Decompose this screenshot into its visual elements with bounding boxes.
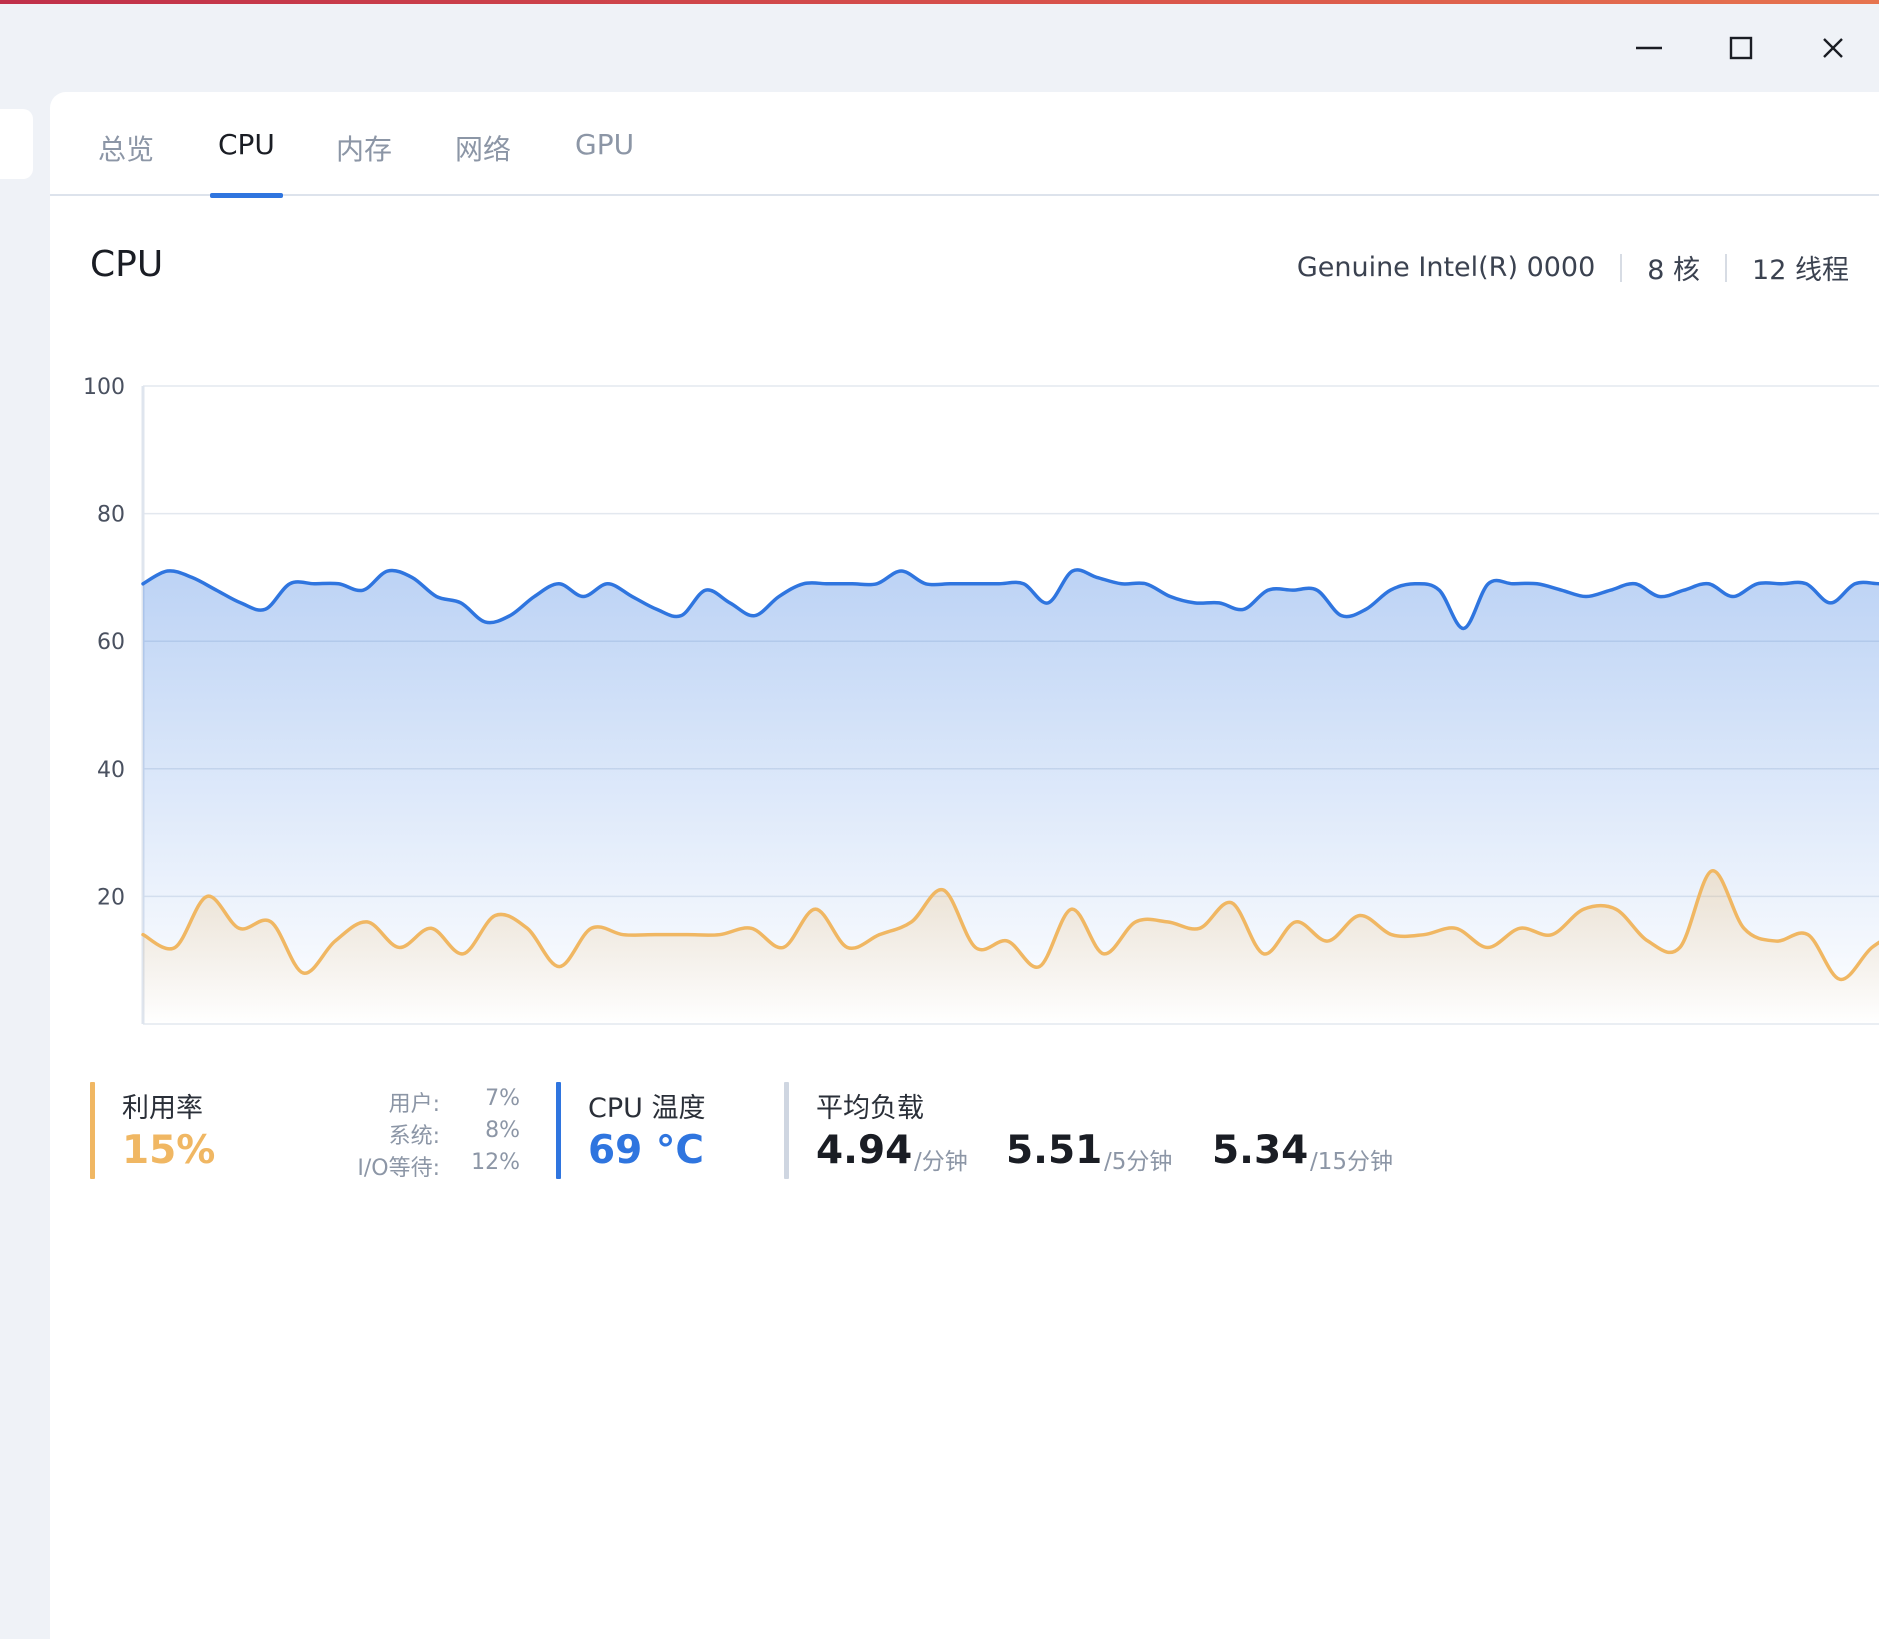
minimize-button[interactable] <box>1603 28 1695 68</box>
cpu-model: Genuine Intel(R) 0000 <box>1296 252 1596 283</box>
window-controls <box>1603 28 1879 68</box>
tab-label: 内存 <box>336 133 393 166</box>
temperature-stat: CPU 温度 69 °C <box>556 1082 756 1179</box>
load-average-stat: 平均负载 4.94 /分钟 5.51 /5分钟 5.34 /15分钟 <box>784 1082 1424 1179</box>
cpu-info: Genuine Intel(R) 0000 8 核 12 线程 <box>1297 248 1849 287</box>
tab-gpu[interactable]: GPU <box>575 128 634 196</box>
iowait-row: I/O等待: 12% <box>270 1150 520 1181</box>
load-1min-value: 4.94 <box>816 1128 913 1173</box>
minimize-icon <box>1636 46 1662 50</box>
y-tick-label: 80 <box>97 503 125 528</box>
load-5min-unit: /5分钟 <box>1104 1149 1173 1175</box>
close-icon <box>1823 38 1843 58</box>
utilization-accent <box>90 1082 95 1179</box>
window-top-accent <box>0 0 1879 4</box>
y-tick-label: 40 <box>97 758 125 783</box>
tab-label: GPU <box>575 128 635 161</box>
load-1min-unit: /分钟 <box>914 1149 968 1175</box>
maximize-button[interactable] <box>1695 28 1787 68</box>
load-15min-value: 5.34 <box>1212 1128 1309 1173</box>
tab-overview[interactable]: 总览 <box>98 128 154 196</box>
cpu-usage-chart: 100 80 60 40 20 <box>80 322 1879 1062</box>
chart-svg: 100 80 60 40 20 <box>83 375 1879 1025</box>
series-usage-area <box>143 569 1879 1024</box>
load-5min-value: 5.51 <box>1006 1128 1103 1173</box>
close-button[interactable] <box>1787 28 1879 68</box>
iowait-label: I/O等待: <box>357 1156 440 1181</box>
main-panel: 总览 CPU 内存 网络 GPU CPU Genuine Intel(R) 00… <box>50 92 1879 1639</box>
temperature-value: 69 °C <box>588 1128 704 1173</box>
tab-memory[interactable]: 内存 <box>336 128 392 196</box>
system-label: 系统: <box>388 1124 440 1149</box>
system-value: 8% <box>485 1118 520 1143</box>
utilization-stat: 利用率 15% 用户: 7% 系统: 8% I/O等待: 12% <box>90 1082 520 1181</box>
load-15min-unit: /15分钟 <box>1310 1149 1394 1175</box>
user-row: 用户: 7% <box>320 1086 520 1117</box>
system-row: 系统: 8% <box>320 1118 520 1149</box>
iowait-value: 12% <box>471 1150 520 1175</box>
temperature-accent <box>556 1082 561 1179</box>
load-label: 平均负载 <box>816 1093 924 1124</box>
user-value: 7% <box>485 1086 520 1111</box>
tab-label: 总览 <box>98 133 155 166</box>
tab-cpu[interactable]: CPU <box>210 128 283 198</box>
utilization-value: 15% <box>122 1128 216 1173</box>
cpu-threads: 12 线程 <box>1752 255 1849 286</box>
maximize-icon <box>1729 36 1753 60</box>
tab-bar: 总览 CPU 内存 网络 GPU <box>50 92 1879 198</box>
series-usage-line <box>141 568 1879 631</box>
active-tab-indicator <box>210 193 283 198</box>
user-label: 用户: <box>388 1092 440 1117</box>
series-secondary-area <box>143 870 1879 1024</box>
load-accent <box>784 1082 789 1179</box>
divider <box>1620 253 1623 282</box>
y-tick-label: 60 <box>97 630 125 655</box>
divider <box>1725 253 1728 282</box>
tab-label: 网络 <box>455 133 512 166</box>
cpu-cores: 8 核 <box>1647 255 1701 286</box>
tab-label: CPU <box>218 128 275 161</box>
y-tick-label: 100 <box>83 375 125 400</box>
tab-network[interactable]: 网络 <box>455 128 511 196</box>
utilization-label: 利用率 <box>122 1093 203 1124</box>
page-title: CPU <box>90 244 164 285</box>
y-tick-label: 20 <box>97 885 125 910</box>
series-secondary-line <box>141 869 1879 982</box>
sidebar-edge <box>0 109 33 179</box>
temperature-label: CPU 温度 <box>588 1093 706 1124</box>
